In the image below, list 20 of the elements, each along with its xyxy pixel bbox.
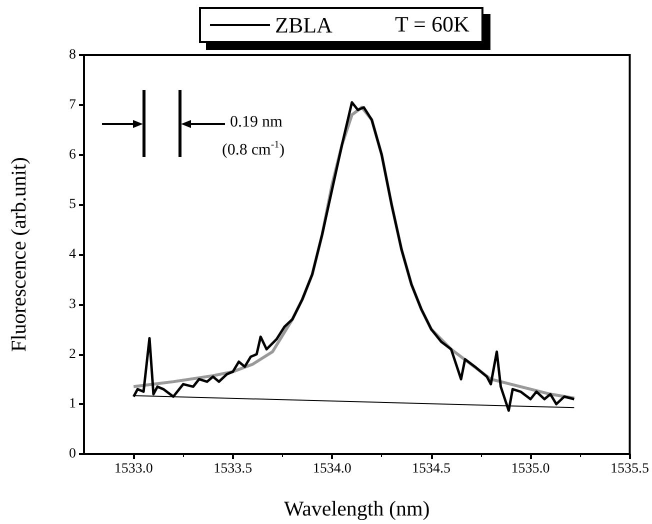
x-tick-label: 1534.5: [412, 462, 451, 476]
legend-label: ZBLA: [275, 12, 333, 38]
y-tick-label: 0: [69, 446, 76, 462]
x-tick-label: 1533.5: [214, 462, 252, 476]
y-tick-label: 3: [69, 296, 76, 312]
y-tick-label: 5: [69, 197, 76, 212]
x-tick-label: 1534.0: [312, 462, 352, 476]
legend-title: T = 60K: [395, 12, 470, 36]
annotation: 0.19 nm: [230, 114, 283, 130]
x-axis-title: Wavelength (nm): [284, 496, 430, 520]
y-tick-label: 2: [69, 346, 76, 362]
y-tick-label: 4: [69, 247, 76, 262]
x-tick-label: 1535.0: [511, 462, 550, 476]
y-tick-label: 1: [69, 396, 76, 412]
y-tick-label: 8: [69, 48, 76, 62]
x-tick-label: 1533.0: [114, 462, 153, 476]
y-tick-label: 6: [69, 147, 76, 162]
y-axis-title: Fluorescence (arb.unit): [6, 157, 30, 352]
x-tick-label: 1535.5: [610, 462, 649, 476]
y-tick-label: 7: [69, 97, 76, 112]
